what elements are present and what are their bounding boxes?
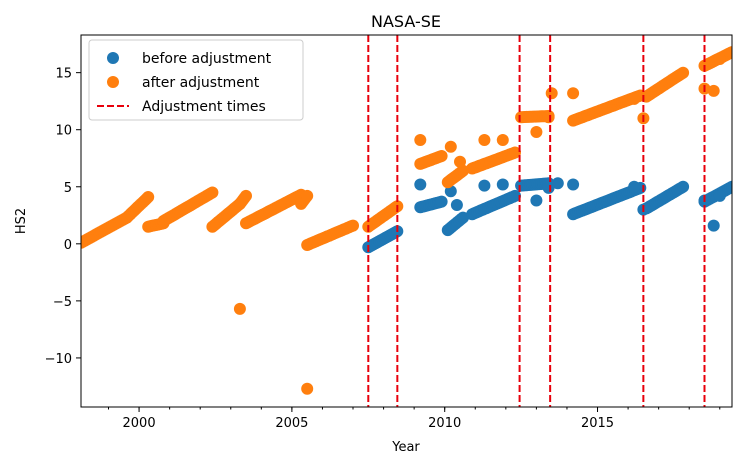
data-point	[677, 180, 690, 193]
x-tick-label: 2000	[123, 416, 156, 431]
series-1	[81, 46, 732, 395]
data-point	[450, 199, 463, 211]
plot-frame	[80, 34, 733, 408]
series-0	[362, 177, 732, 254]
data-point	[414, 134, 427, 146]
data-point	[457, 211, 469, 224]
data-point	[478, 134, 491, 146]
data-point	[233, 302, 246, 315]
data-point	[509, 189, 521, 202]
y-tick-label: −5	[53, 295, 72, 310]
data-point	[457, 164, 469, 177]
data-point	[545, 87, 558, 100]
data-point	[478, 179, 491, 192]
data-point	[551, 177, 564, 190]
data-point	[530, 126, 543, 138]
data-point	[206, 186, 219, 199]
legend-marker	[107, 52, 119, 64]
data-point	[240, 189, 252, 202]
y-tick-label: −10	[45, 352, 72, 367]
data-point	[509, 146, 521, 159]
x-tick-label: 2005	[275, 416, 308, 431]
data-point	[530, 194, 543, 207]
y-axis-title: HS2	[14, 208, 29, 234]
x-tick-label: 2015	[581, 416, 614, 431]
data-point	[347, 219, 359, 232]
data-point	[567, 87, 580, 100]
x-axis-title: Year	[391, 440, 420, 455]
data-point	[713, 53, 726, 65]
data-point	[677, 66, 690, 79]
data-point	[301, 189, 314, 202]
data-point	[301, 382, 314, 395]
data-point	[628, 92, 641, 105]
y-tick-label: 10	[55, 124, 72, 139]
y-tick-label: 0	[64, 238, 72, 253]
legend-label: after adjustment	[142, 75, 260, 91]
data-point	[496, 178, 509, 191]
data-point	[713, 189, 726, 202]
x-tick-label: 2010	[428, 416, 461, 431]
legend: before adjustment after adjustment Adjustm…	[88, 39, 304, 121]
y-tick-label: 15	[55, 67, 72, 82]
data-point	[496, 134, 509, 146]
data-point	[628, 180, 641, 193]
data-point	[542, 111, 555, 124]
chart-title: NASA-SE	[371, 12, 441, 31]
data-point	[435, 195, 448, 208]
legend-label: Adjustment times	[142, 99, 266, 115]
data-point	[707, 219, 720, 232]
data-point	[142, 191, 155, 203]
y-tick-label: 5	[64, 181, 72, 196]
data-point	[707, 84, 720, 97]
legend-marker	[107, 76, 119, 88]
data-point	[567, 178, 580, 191]
data-point	[444, 185, 457, 198]
legend-label: before adjustment	[142, 51, 272, 67]
data-point	[454, 155, 466, 168]
data-point	[435, 150, 448, 162]
data-point	[444, 140, 457, 153]
legend-box	[88, 39, 304, 121]
data-point	[414, 178, 427, 191]
data-point	[542, 181, 555, 194]
data-point	[726, 46, 732, 59]
data-point	[726, 180, 732, 193]
